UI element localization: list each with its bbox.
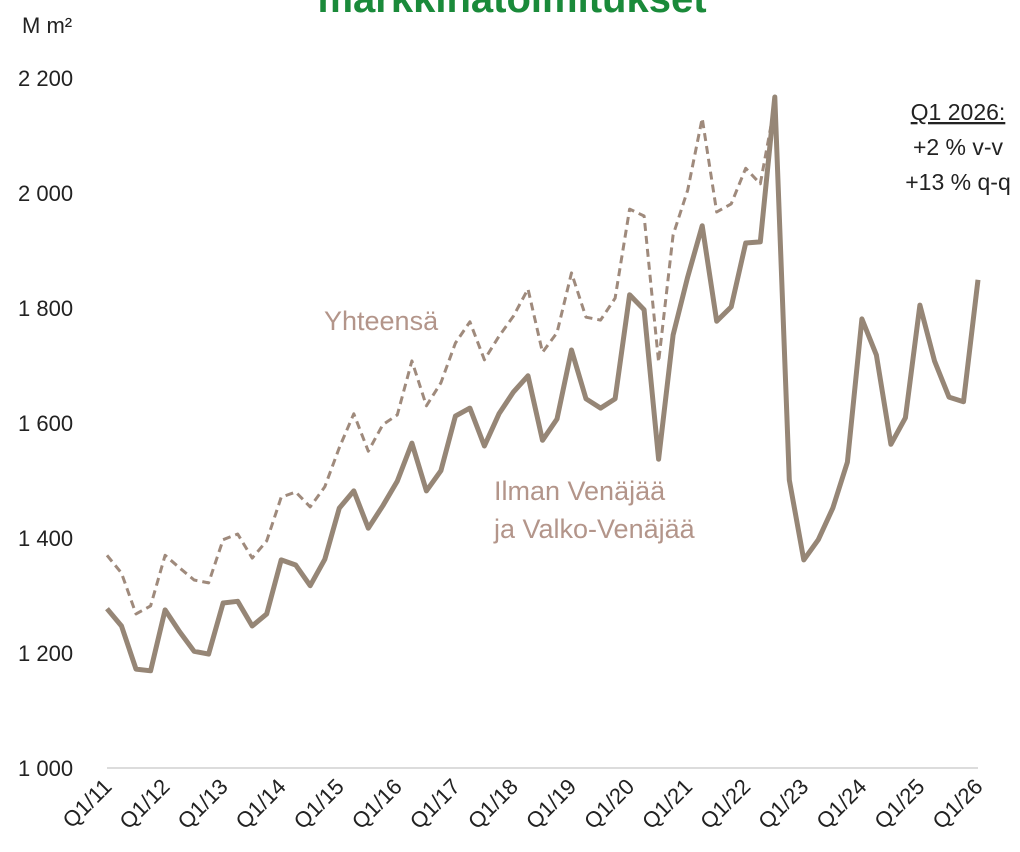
- y-tick-label: 1 000: [18, 756, 73, 781]
- x-tick-label: Q1/11: [58, 774, 117, 833]
- series-label: Ilman Venäjää ja Valko-Venäjää: [494, 476, 695, 544]
- x-tick-label: Q1/21: [637, 774, 697, 834]
- annotation: Q1 2026:: [911, 99, 1006, 125]
- x-tick-label: Q1/22: [695, 774, 755, 834]
- x-tick-label: Q1/24: [811, 774, 871, 834]
- line-series: [105, 103, 791, 616]
- y-tick-label: 1 600: [18, 411, 73, 436]
- x-tick-label: Q1/20: [579, 774, 639, 834]
- x-tick-label: Q1/26: [927, 774, 987, 834]
- y-tick-label: 1 400: [18, 526, 73, 551]
- chart-title: markkinatoimitukset: [317, 0, 706, 21]
- y-axis-label: M m²: [22, 13, 72, 38]
- annotation: +2 % v-v: [913, 134, 1004, 160]
- y-tick-label: 2 000: [18, 181, 73, 206]
- line-series: [105, 94, 981, 674]
- x-tick-label: Q1/18: [463, 774, 523, 834]
- y-tick-label: 1 800: [18, 296, 73, 321]
- x-tick-label: Q1/17: [405, 774, 465, 834]
- x-tick-label: Q1/12: [115, 774, 175, 834]
- x-tick-label: Q1/19: [521, 774, 581, 834]
- series-label: Yhteensä: [324, 306, 439, 336]
- x-tick-label: Q1/16: [347, 774, 407, 834]
- x-tick-label: Q1/13: [173, 774, 233, 834]
- x-tick-label: Q1/25: [869, 774, 929, 834]
- annotation: +13 % q-q: [905, 169, 1011, 195]
- y-tick-label: 2 200: [18, 66, 73, 91]
- x-tick-label: Q1/14: [231, 774, 291, 834]
- y-tick-label: 1 200: [18, 641, 73, 666]
- x-tick-label: Q1/23: [753, 774, 813, 834]
- x-tick-label: Q1/15: [289, 774, 349, 834]
